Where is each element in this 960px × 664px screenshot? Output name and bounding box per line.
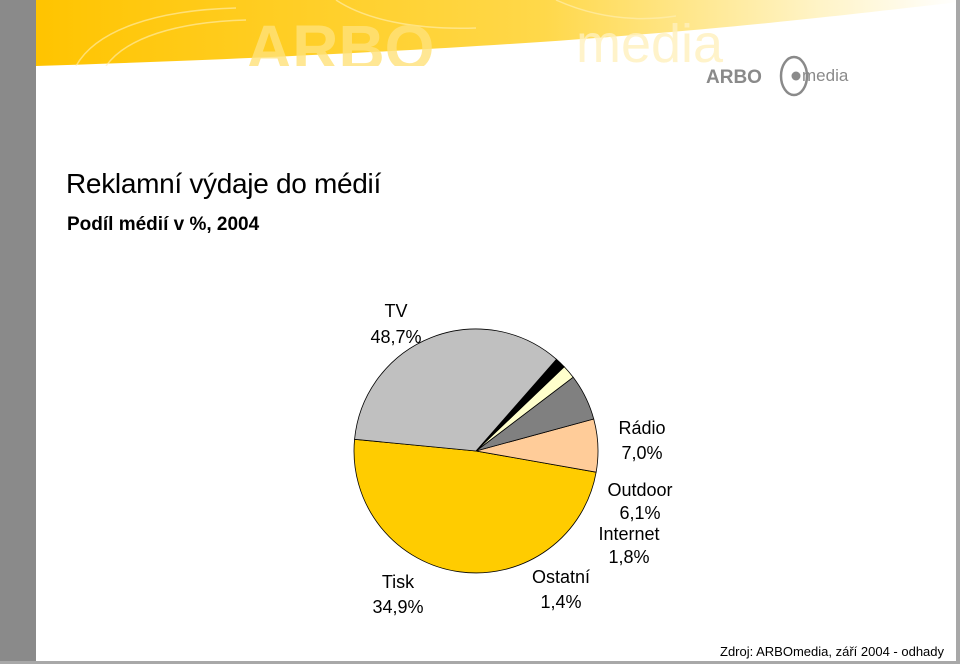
banner-watermark-arbo: ARBO <box>246 12 434 66</box>
logo-text-arbo: ARBO <box>706 67 762 88</box>
pie-value-rádio: 7,0% <box>621 443 662 463</box>
pie-label-outdoor: Outdoor <box>607 480 672 500</box>
pie-slice-tv <box>353 438 597 574</box>
pie-slice-tisk <box>354 328 558 452</box>
pie-label-ostatní: Ostatní <box>532 567 590 587</box>
header-banner: ARBO media <box>36 0 960 66</box>
arbo-media-logo: ARBO media <box>706 55 849 97</box>
source-note: Zdroj: ARBOmedia, září 2004 - odhady <box>720 644 945 659</box>
pie-labels: TV 48,7% Rádio 7,0% Outdoor 6,1%Internet 1,8% O… <box>370 301 672 617</box>
banner-watermark-media: media <box>576 14 724 66</box>
pie-value-tisk: 34,9% <box>372 597 423 617</box>
logo-orbit-icon <box>779 55 809 97</box>
pie-value-internet: 1,8% <box>608 547 649 567</box>
slide-subtitle: Podíl médií v %, 2004 <box>67 214 260 235</box>
pie-label-rádio: Rádio <box>618 418 665 438</box>
pie-label-tv: TV <box>384 301 407 321</box>
pie-value-ostatní: 1,4% <box>540 592 581 612</box>
logo-text-media: media <box>802 66 849 85</box>
pie-value-outdoor: 6,1% <box>619 503 660 523</box>
left-frame-strip <box>0 0 36 664</box>
pie-slices <box>353 328 599 574</box>
pie-label-internet: Internet <box>598 524 659 544</box>
pie-label-tisk: Tisk <box>382 572 415 592</box>
pie-value-tv: 48,7% <box>370 327 421 347</box>
right-frame-strip <box>956 0 960 664</box>
bottom-frame-strip <box>0 661 960 664</box>
slide-title: Reklamní výdaje do médií <box>66 168 381 199</box>
